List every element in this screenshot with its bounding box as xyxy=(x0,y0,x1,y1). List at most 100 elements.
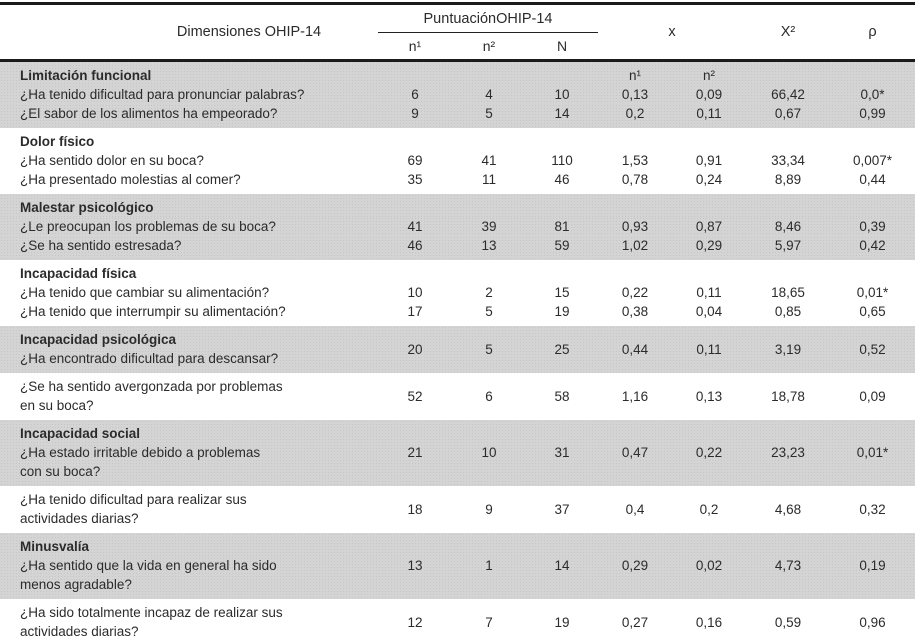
value-cell: 0,38 xyxy=(621,304,649,319)
empty-cell xyxy=(526,194,598,217)
value-cell: 0,19 xyxy=(859,558,886,573)
value-cell: 18,65 xyxy=(771,285,805,300)
value-cell: 41 xyxy=(407,219,423,234)
value-cell: 9 xyxy=(485,501,493,517)
x-mean-sublabel-cell: n¹ xyxy=(629,68,642,83)
value-cell: 0,87 xyxy=(695,219,723,234)
x-mean-sublabel-cell: n² xyxy=(703,68,716,83)
empty-cell xyxy=(672,194,746,217)
table-header: Dimensiones OHIP-14 PuntuaciónOHIP-14 x … xyxy=(0,3,915,61)
value-cell: 23,23 xyxy=(771,445,805,460)
empty-cell xyxy=(526,128,598,151)
value-cell: 0,99 xyxy=(859,106,886,121)
value-cell: 31 xyxy=(554,445,570,460)
value-cell: 5 xyxy=(485,304,493,319)
value-cell: 10 xyxy=(554,87,570,102)
dimension-label: Incapacidad psicológica xyxy=(20,332,177,347)
value-cell: 69 xyxy=(407,153,423,168)
dimension-label: Dolor físico xyxy=(20,134,95,149)
question-text-line: ¿Ha tenido dificultad para pronunciar pa… xyxy=(20,87,305,102)
value-cell: 25 xyxy=(554,341,570,357)
question-text-line: actividades diarias? xyxy=(20,511,139,526)
value-cell: 0,52 xyxy=(859,341,886,357)
dimension-label: Limitación funcional xyxy=(20,68,152,83)
question-cell: Incapacidad psicológica ¿Ha encontrado di… xyxy=(0,326,378,373)
column-subheader-N: N xyxy=(556,38,568,54)
table-row: Minusvalía ¿Ha sentido que la vida en gen… xyxy=(0,533,915,599)
value-cell: 4 xyxy=(485,87,493,102)
value-cell: 0,01* xyxy=(856,285,889,300)
empty-cell xyxy=(452,194,526,217)
dimension-header-cell: Limitación funcional xyxy=(0,61,378,86)
value-cell: 58 xyxy=(554,388,570,404)
value-cell: 0,0* xyxy=(860,87,885,102)
table-row: ¿El sabor de los alimentos ha empeorado?… xyxy=(0,104,915,128)
value-cell: 14 xyxy=(554,106,570,121)
value-cell: 14 xyxy=(554,558,570,573)
dimension-label: Minusvalía xyxy=(20,539,90,554)
value-cell: 1,16 xyxy=(621,388,649,404)
value-cell: 0,59 xyxy=(774,614,802,630)
table-row: ¿Ha presentado molestias al comer? 35 11 46… xyxy=(0,170,915,194)
value-cell: 0,09 xyxy=(695,87,723,102)
empty-cell xyxy=(830,260,915,283)
value-cell: 6 xyxy=(411,87,419,102)
value-cell: 18 xyxy=(407,501,423,517)
table-row: Limitación funcional n¹ n² xyxy=(0,60,915,86)
empty-cell xyxy=(598,260,672,283)
column-subheader-n1: n¹ xyxy=(408,38,422,54)
value-cell: 13 xyxy=(407,558,423,573)
value-cell: 12 xyxy=(407,614,423,630)
value-cell: 7 xyxy=(485,614,493,630)
value-cell: 0,39 xyxy=(859,219,886,234)
value-cell: 0,22 xyxy=(695,445,723,460)
table-row: ¿Le preocupan los problemas de su boca? 4… xyxy=(0,217,915,236)
value-cell: 0,13 xyxy=(621,87,649,102)
empty-cell xyxy=(746,61,830,86)
value-cell: 0,29 xyxy=(621,558,649,573)
question-text-line: ¿Se ha sentido estresada? xyxy=(20,238,182,253)
empty-cell xyxy=(830,61,915,86)
question-text-line: ¿Ha sentido dolor en su boca? xyxy=(20,153,204,168)
empty-cell xyxy=(378,61,452,86)
value-cell: 0,44 xyxy=(621,341,649,357)
empty-cell xyxy=(830,128,915,151)
value-cell: 0,91 xyxy=(695,153,723,168)
value-cell: 2 xyxy=(485,285,493,300)
value-cell: 19 xyxy=(554,614,570,630)
empty-cell xyxy=(526,61,598,86)
value-cell: 0,13 xyxy=(695,388,723,404)
question-cell: ¿Ha tenido dificultad para pronunciar pa… xyxy=(0,85,378,104)
value-cell: 0,47 xyxy=(621,445,649,460)
value-cell: 0,4 xyxy=(625,501,645,517)
value-cell: 0,96 xyxy=(859,614,886,630)
question-cell: Minusvalía ¿Ha sentido que la vida en gen… xyxy=(0,533,378,599)
empty-cell xyxy=(598,128,672,151)
value-cell: 0,007* xyxy=(852,153,893,168)
value-cell: 0,22 xyxy=(621,285,649,300)
value-cell: 0,11 xyxy=(696,285,722,300)
question-cell: Incapacidad social ¿Ha estado irritable d… xyxy=(0,420,378,486)
dimension-header-cell: Incapacidad física xyxy=(0,260,378,283)
value-cell: 17 xyxy=(407,304,423,319)
empty-cell xyxy=(746,260,830,283)
question-text-line: ¿Se ha sentido avergonzada por problemas xyxy=(20,379,283,394)
question-text-line: ¿Ha sido totalmente incapaz de realizar … xyxy=(20,605,283,620)
dimension-label: Incapacidad social xyxy=(20,426,141,441)
dimension-header-cell: Dolor físico xyxy=(0,128,378,151)
value-cell: 0,02 xyxy=(695,558,723,573)
question-text-line: ¿El sabor de los alimentos ha empeorado? xyxy=(20,106,278,121)
empty-cell xyxy=(746,194,830,217)
empty-cell xyxy=(598,194,672,217)
question-text-line: ¿Ha encontrado dificultad para descansar… xyxy=(20,351,279,366)
empty-cell xyxy=(672,128,746,151)
table-row: Malestar psicológico xyxy=(0,194,915,217)
value-cell: 0,65 xyxy=(859,304,886,319)
value-cell: 1 xyxy=(485,558,493,573)
question-text-line: ¿Ha sentido que la vida en general ha si… xyxy=(20,558,277,573)
value-cell: 0,78 xyxy=(621,172,649,187)
question-text-line: ¿Le preocupan los problemas de su boca? xyxy=(20,219,276,234)
dimension-label: Malestar psicológico xyxy=(20,200,154,215)
value-cell: 15 xyxy=(554,285,570,300)
value-cell: 41 xyxy=(481,153,497,168)
